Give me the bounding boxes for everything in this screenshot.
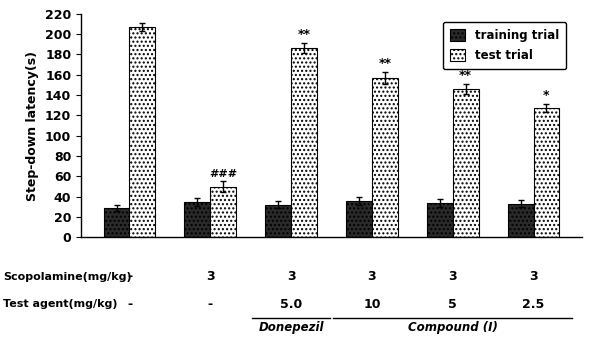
Text: 5.0: 5.0 (280, 298, 302, 311)
Bar (130, 27, 155, 237)
Text: 5: 5 (448, 298, 457, 311)
Text: -: - (127, 270, 132, 283)
Bar (508, 204, 533, 237)
Text: 3: 3 (287, 270, 295, 283)
Text: -: - (208, 298, 213, 311)
Bar (453, 89, 479, 237)
Bar (184, 202, 210, 237)
Bar (533, 108, 559, 237)
Text: Compound (I): Compound (I) (408, 321, 497, 334)
Bar (346, 201, 372, 237)
Text: 3: 3 (529, 270, 538, 283)
Y-axis label: Step-down latency(s): Step-down latency(s) (26, 51, 40, 201)
Bar (265, 205, 291, 237)
Text: **: ** (298, 28, 311, 41)
Bar (427, 203, 453, 237)
Bar (210, 186, 236, 237)
Text: Scopolamine(mg/kg): Scopolamine(mg/kg) (3, 272, 131, 282)
Text: 3: 3 (206, 270, 215, 283)
Text: 3: 3 (448, 270, 457, 283)
Legend: training trial, test trial: training trial, test trial (443, 22, 566, 69)
Text: 10: 10 (363, 298, 380, 311)
Bar (291, 48, 317, 237)
Text: 3: 3 (368, 270, 376, 283)
Text: Donepezil: Donepezil (259, 321, 324, 334)
Bar (104, 208, 130, 237)
Text: **: ** (459, 69, 472, 82)
Text: -: - (127, 298, 132, 311)
Text: *: * (543, 89, 550, 102)
Text: ###: ### (209, 170, 237, 180)
Text: 2.5: 2.5 (523, 298, 545, 311)
Text: Test agent(mg/kg): Test agent(mg/kg) (3, 299, 118, 310)
Text: **: ** (379, 57, 391, 69)
Bar (372, 78, 398, 237)
